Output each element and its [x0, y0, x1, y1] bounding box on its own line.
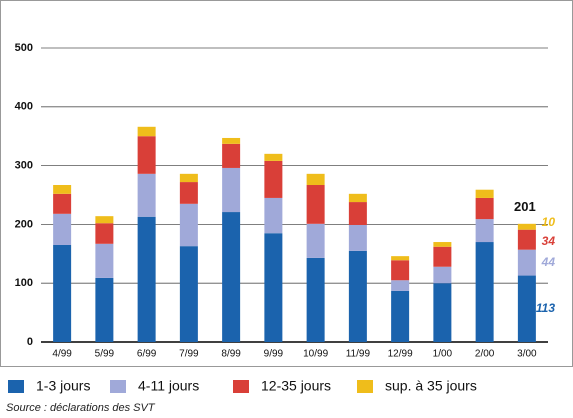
bar-segment — [391, 290, 410, 342]
x-tick-label: 10/99 — [303, 349, 328, 360]
bar-segment — [306, 257, 325, 342]
bar-segment — [348, 250, 367, 342]
bar-segment — [179, 203, 198, 247]
bar-segment — [517, 223, 536, 230]
value-label: 113 — [536, 301, 555, 315]
bar-segment — [433, 246, 452, 267]
legend-swatch — [8, 380, 24, 393]
x-tick-label: 4/99 — [52, 349, 72, 360]
value-label: 10 — [542, 215, 556, 229]
bar-segment — [391, 256, 410, 261]
bar-segment — [222, 137, 241, 144]
y-tick-label: 200 — [15, 218, 33, 230]
x-tick-label: 2/00 — [475, 349, 495, 360]
bar-segment — [264, 160, 283, 198]
y-tick-label: 300 — [15, 160, 33, 172]
bar-segment — [137, 126, 156, 137]
bar-segment — [306, 223, 325, 258]
bar-segment — [53, 213, 72, 245]
bar-segment — [433, 242, 452, 247]
x-tick-label: 6/99 — [137, 349, 157, 360]
bar-segment — [517, 249, 536, 276]
source: Source : déclarations des SVT — [6, 402, 156, 414]
value-label: 44 — [541, 255, 556, 269]
bar-segment — [95, 223, 114, 244]
bar-segment — [53, 244, 72, 342]
legend-label: 12-35 jours — [261, 378, 331, 394]
bar-segment — [95, 243, 114, 278]
bar-segment — [264, 197, 283, 234]
bar-segment — [95, 216, 114, 224]
bar-segment — [348, 202, 367, 225]
value-label: 34 — [542, 234, 556, 248]
bar-segment — [53, 185, 72, 194]
bar-segment — [348, 224, 367, 251]
bar-segment — [137, 216, 156, 342]
bar-segment — [222, 167, 241, 213]
bar-segment — [264, 153, 283, 161]
x-tick-label: 12/99 — [388, 349, 413, 360]
bar-segment — [475, 189, 494, 198]
bar-segment — [179, 173, 198, 183]
bar-segment — [433, 283, 452, 342]
x-tick-label: 8/99 — [221, 349, 241, 360]
bar-segment — [137, 136, 156, 174]
bar-segment — [475, 242, 494, 342]
bar-segment — [137, 173, 156, 217]
bar-segment — [475, 197, 494, 220]
bar-segment — [306, 185, 325, 224]
bar-segment — [517, 229, 536, 250]
x-tick-label: 7/99 — [179, 349, 199, 360]
bar-segment — [517, 275, 536, 342]
legend-swatch — [357, 380, 373, 393]
y-tick-label: 100 — [15, 277, 33, 289]
legend-swatch — [110, 380, 126, 393]
x-tick-label: 5/99 — [95, 349, 115, 360]
bar-segment — [391, 260, 410, 281]
bar-segment — [179, 182, 198, 204]
bar-segment — [222, 143, 241, 168]
x-tick-label: 11/99 — [346, 349, 371, 360]
y-tick-label: 0 — [27, 336, 33, 348]
legend-swatch — [233, 380, 249, 393]
bar-segment — [475, 219, 494, 243]
bar-segment — [95, 277, 114, 342]
bar-segment — [433, 266, 452, 284]
y-tick-label: 500 — [15, 42, 33, 54]
x-tick-label: 3/00 — [517, 349, 537, 360]
total-label: 201 — [514, 199, 536, 214]
legend-label: sup. à 35 jours — [385, 378, 477, 394]
bar-segment — [391, 280, 410, 291]
bar-segment — [264, 233, 283, 342]
bar-segment — [53, 193, 72, 214]
bar-segment — [348, 193, 367, 203]
x-tick-label: 1/00 — [433, 349, 453, 360]
bar-segment — [179, 246, 198, 342]
y-tick-label: 400 — [15, 101, 33, 113]
legend-label: 1-3 jours — [36, 378, 90, 394]
bar-segment — [306, 173, 325, 186]
bar-segment — [222, 212, 241, 342]
legend-label: 4-11 jours — [138, 378, 199, 394]
x-tick-label: 9/99 — [264, 349, 284, 360]
